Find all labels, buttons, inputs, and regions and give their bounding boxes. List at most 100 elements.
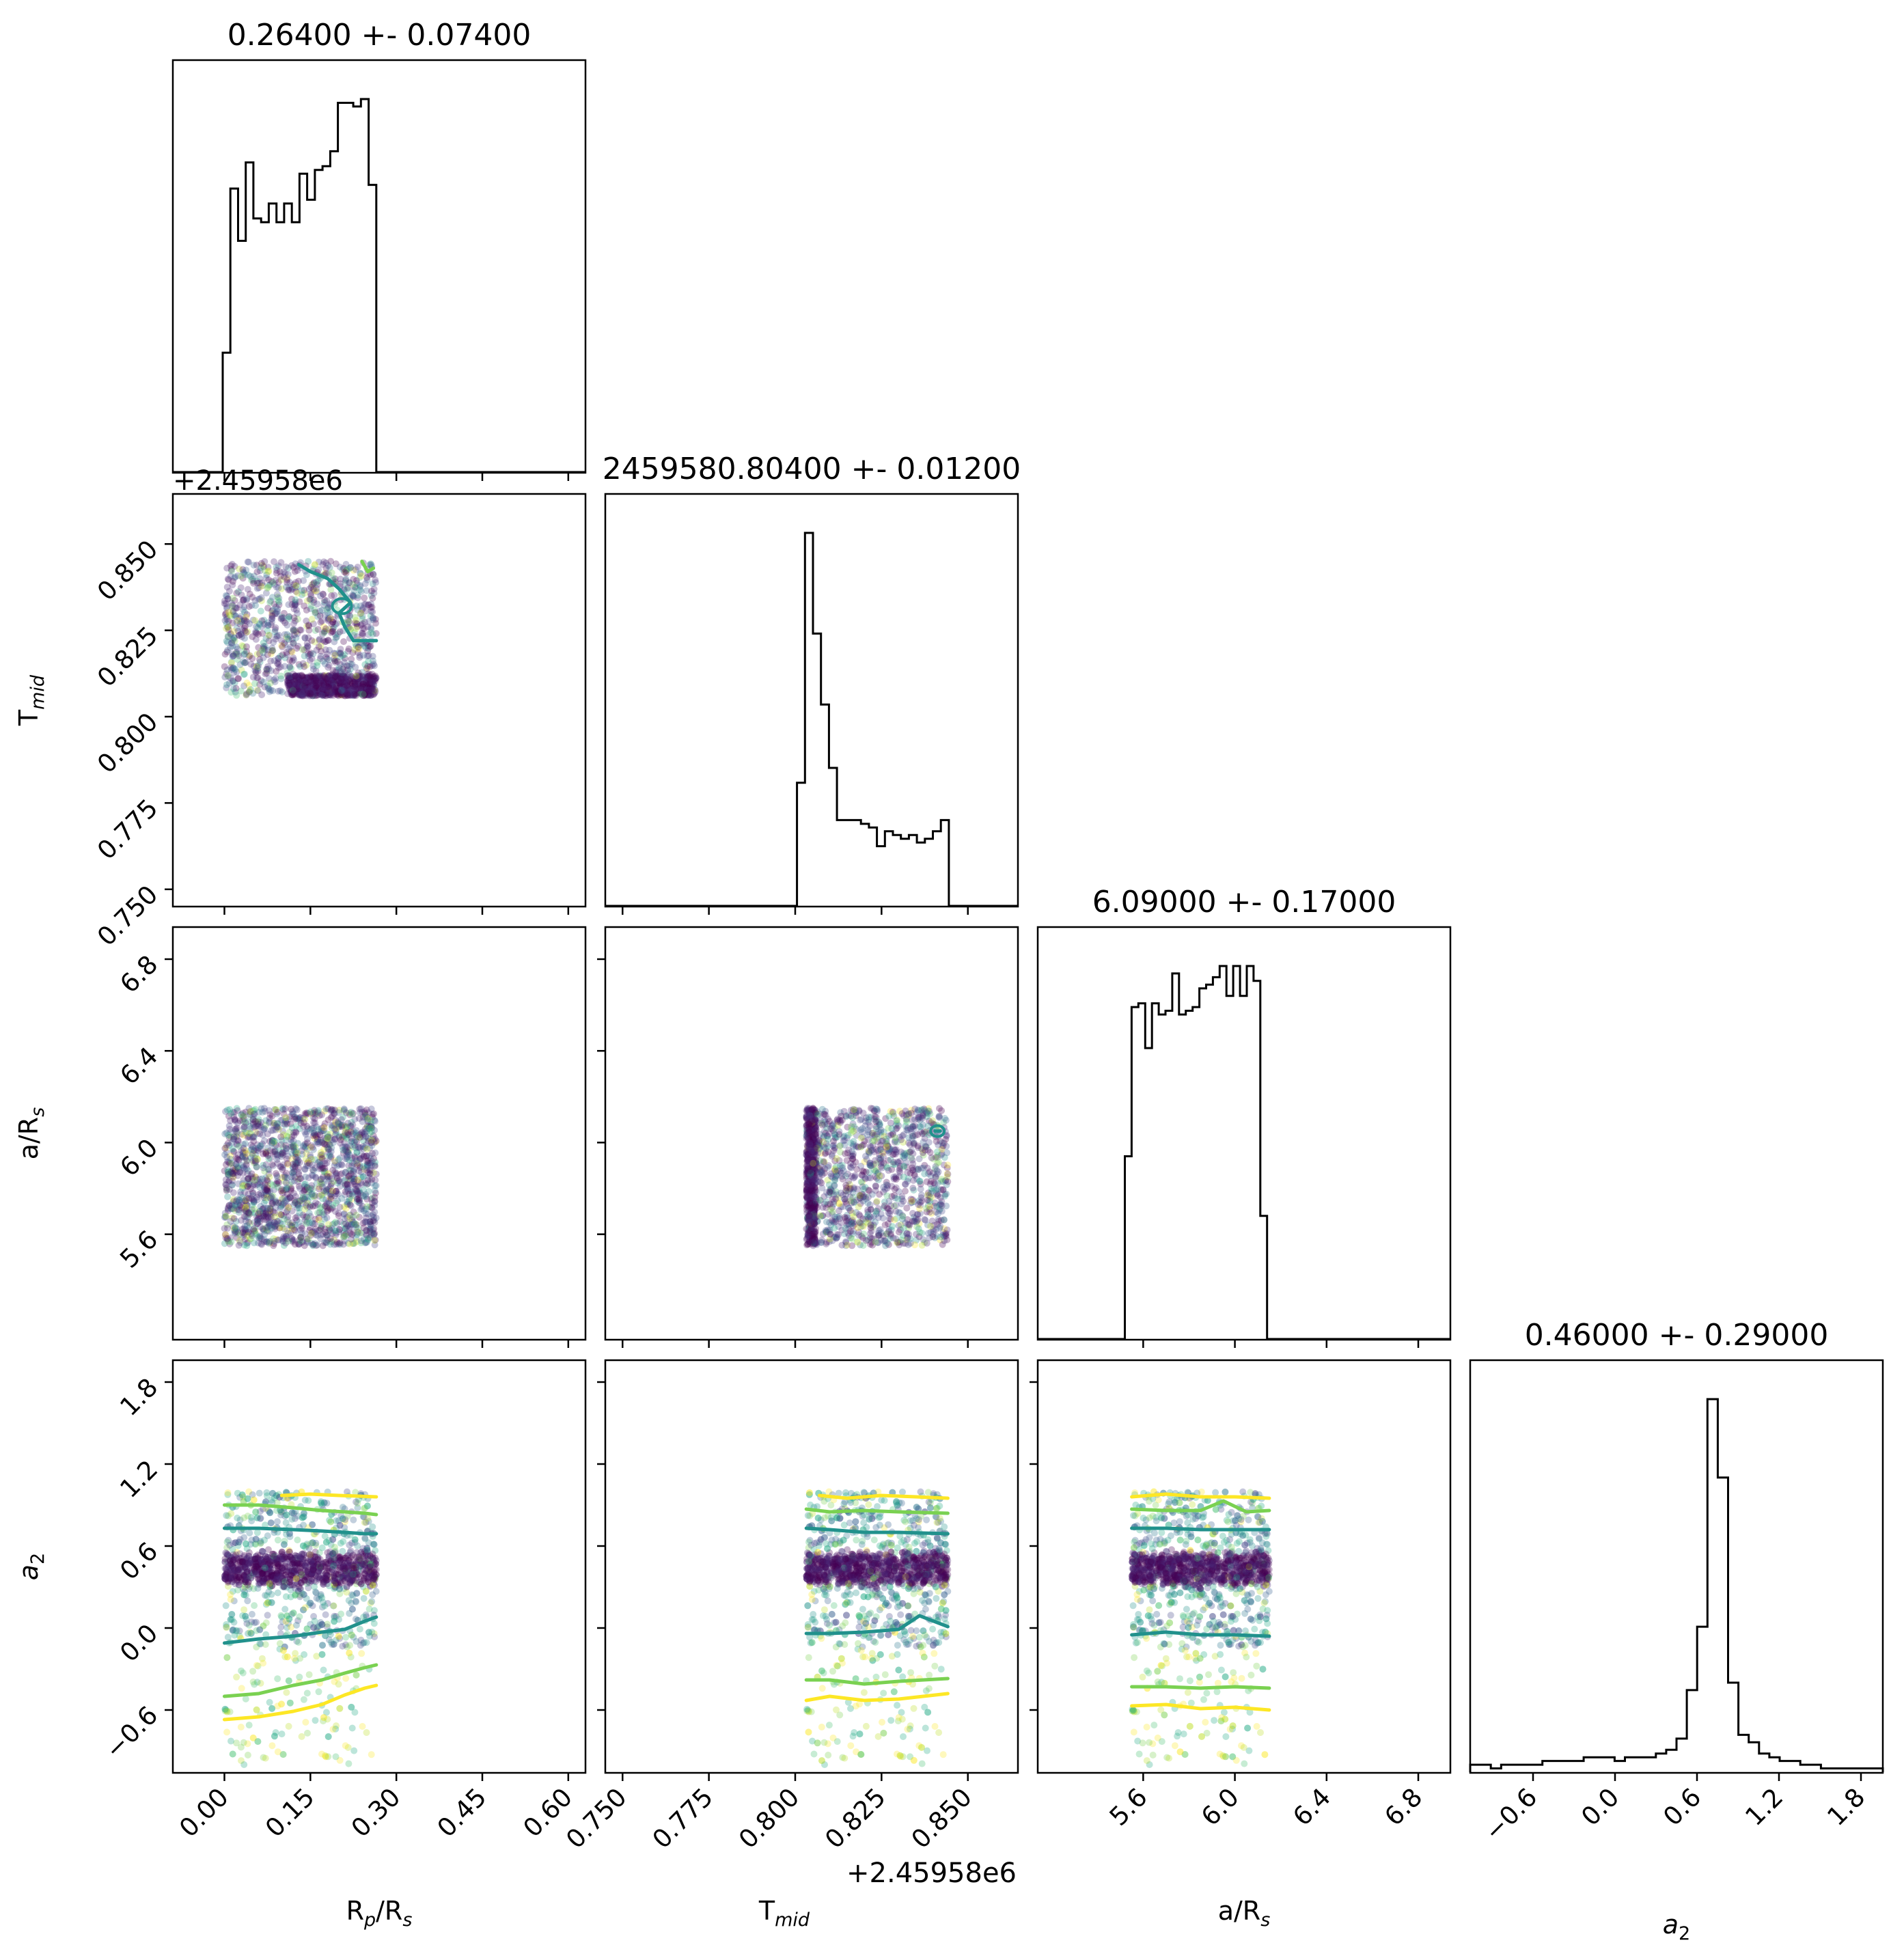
scatter-point — [363, 691, 371, 699]
scatter-point — [235, 1196, 243, 1204]
scatter-point — [339, 676, 346, 684]
scatter-point — [225, 1202, 233, 1209]
scatter-point — [274, 593, 281, 601]
scatter-point — [239, 596, 247, 604]
scatter-point — [307, 677, 315, 685]
scatter-point — [319, 691, 327, 699]
scatter-point — [222, 1176, 230, 1183]
scatter-point — [318, 1155, 326, 1162]
scatter-point — [336, 672, 344, 680]
scatter-point — [348, 655, 355, 663]
scatter-point — [288, 585, 296, 593]
scatter-point — [344, 690, 351, 698]
scatter-point — [253, 667, 260, 675]
scatter-point — [322, 625, 329, 633]
histogram-a2 — [1469, 1398, 1884, 1772]
scatter-point — [368, 685, 375, 693]
scatter-point — [337, 661, 344, 668]
scatter-point — [288, 595, 295, 603]
scatter-point — [865, 1128, 872, 1135]
scatter-point — [244, 1183, 251, 1190]
scatter-point — [240, 1144, 247, 1152]
scatter-point — [286, 680, 293, 688]
scatter-point — [872, 1105, 880, 1113]
scatter-point — [819, 1204, 827, 1211]
scatter-point — [363, 678, 370, 685]
scatter-point — [363, 689, 371, 696]
scatter-point — [321, 674, 329, 682]
scatter-point — [362, 677, 370, 685]
scatter-point — [317, 1149, 325, 1157]
scatter-point — [313, 683, 320, 691]
scatter-point — [304, 690, 312, 698]
scatter-point — [243, 690, 250, 698]
scatter-point — [245, 682, 253, 689]
scatter-point — [888, 1125, 896, 1132]
scatter-point — [369, 580, 376, 588]
scatter-point — [323, 674, 331, 682]
scatter-point — [827, 1172, 835, 1180]
scatter-point — [265, 1119, 273, 1127]
scatter-point — [248, 602, 256, 609]
scatter-point — [345, 645, 353, 652]
scatter-point — [337, 685, 345, 691]
scatter-point — [330, 674, 337, 681]
scatter-point — [338, 689, 346, 697]
scatter-point — [369, 614, 376, 622]
scatter-point — [314, 662, 321, 670]
scatter-point — [319, 631, 326, 637]
scatter-point — [360, 686, 368, 693]
scatter-point — [271, 657, 278, 665]
scatter-point — [223, 637, 230, 645]
scatter-point — [271, 610, 279, 618]
scatter-point — [274, 1174, 281, 1181]
scatter-point — [289, 674, 296, 681]
scatter-point — [286, 678, 294, 686]
scatter-point — [336, 673, 344, 680]
scatter-point — [301, 652, 308, 660]
scatter-point — [344, 585, 351, 593]
scatter-point — [303, 644, 310, 652]
scatter-point — [269, 687, 277, 695]
scatter-point — [857, 1126, 864, 1133]
scatter-point — [365, 683, 373, 691]
scatter-point — [327, 683, 335, 691]
scatter-point — [342, 567, 350, 575]
scatter-point — [274, 1109, 281, 1116]
scatter-point — [312, 677, 320, 685]
scatter-point — [358, 682, 365, 689]
scatter-point — [294, 616, 301, 623]
scatter-point — [351, 678, 359, 686]
scatter-point — [352, 676, 359, 683]
scatter-point — [241, 609, 249, 616]
scatter-point — [340, 638, 347, 646]
scatter-point — [221, 663, 228, 670]
scatter-point — [240, 670, 248, 678]
scatter-point — [275, 596, 281, 604]
scatter-point — [292, 677, 300, 685]
scatter-point — [325, 1146, 333, 1153]
scatter-point — [902, 1187, 909, 1195]
scatter-point — [336, 1239, 344, 1247]
scatter-point — [838, 1241, 846, 1249]
scatter-point — [357, 1206, 365, 1213]
scatter-point — [245, 571, 252, 579]
scatter-point — [290, 627, 297, 635]
scatter-point — [228, 666, 235, 674]
scatter-point — [367, 687, 374, 694]
scatter-point — [322, 689, 329, 697]
scatter-point — [320, 637, 327, 644]
scatter-point — [307, 685, 314, 691]
scatter-point — [277, 652, 284, 660]
scatter-point — [309, 674, 316, 682]
scatter-point — [268, 613, 276, 620]
scatter-point — [224, 633, 232, 639]
scatter-point — [848, 1173, 855, 1180]
scatter-point — [365, 601, 372, 609]
scatter-point — [295, 689, 303, 696]
scatter-point — [247, 573, 254, 580]
scatter-point — [299, 692, 306, 700]
scatter-point — [277, 1133, 285, 1141]
scatter-point — [240, 659, 248, 667]
scatter-point — [346, 691, 354, 699]
